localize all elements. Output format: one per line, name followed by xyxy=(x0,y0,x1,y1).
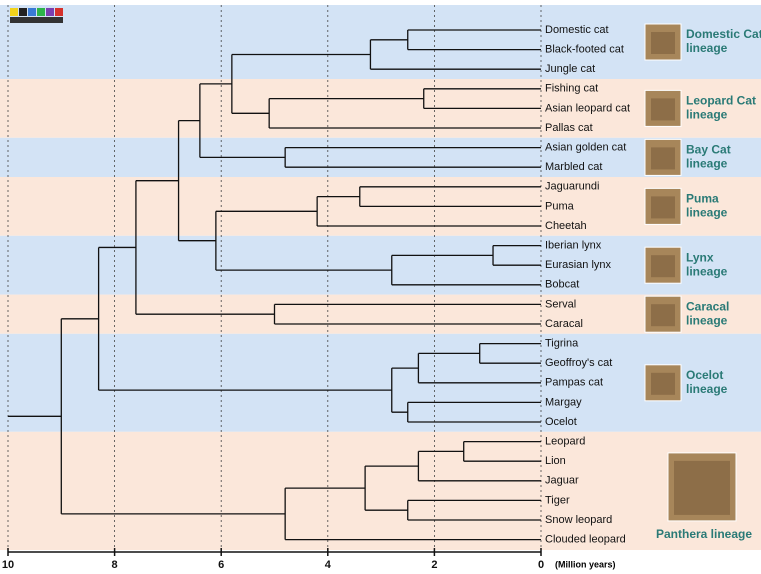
x-tick-label: 8 xyxy=(112,559,118,571)
lineage-label: Domestic Cat xyxy=(686,27,761,41)
x-tick-label: 6 xyxy=(218,559,224,571)
x-axis-label: (Million years) xyxy=(555,559,616,569)
lineage-photo-detail xyxy=(651,255,675,278)
x-tick-label: 2 xyxy=(431,559,437,571)
lineage-photo-detail xyxy=(651,304,675,327)
lineage-photo-detail xyxy=(651,147,675,170)
species-label: Ocelot xyxy=(545,416,577,428)
x-tick-label: 0 xyxy=(538,559,544,571)
species-label: Jaguar xyxy=(545,475,579,487)
species-label: Pampas cat xyxy=(545,377,603,389)
lineage-label: Caracal xyxy=(686,299,729,313)
lineage-band xyxy=(0,294,761,334)
species-label: Black-footed cat xyxy=(545,44,624,56)
legend-icon xyxy=(10,8,63,23)
x-tick-label: 4 xyxy=(325,559,332,571)
species-label: Fishing cat xyxy=(545,83,598,95)
species-label: Asian golden cat xyxy=(545,142,626,154)
lineage-band xyxy=(0,235,761,295)
species-label: Margay xyxy=(545,396,582,408)
species-label: Tigrina xyxy=(545,338,579,350)
species-label: Marbled cat xyxy=(545,161,602,173)
species-label: Geoffroy's cat xyxy=(545,357,612,369)
species-label: Caracal xyxy=(545,318,583,330)
species-label: Serval xyxy=(545,298,576,310)
lineage-label: Leopard Cat xyxy=(686,94,756,108)
lineage-photo-detail xyxy=(651,372,675,395)
species-label: Domestic cat xyxy=(545,24,609,36)
lineage-photo-detail xyxy=(651,98,675,121)
lineage-label: lineage xyxy=(686,313,728,327)
lineage-label: lineage xyxy=(686,264,728,278)
lineage-label: Lynx xyxy=(686,250,714,264)
species-label: Jaguarundi xyxy=(545,181,599,193)
species-label: Eurasian lynx xyxy=(545,259,612,271)
species-label: Cheetah xyxy=(545,220,587,232)
lineage-label: Ocelot xyxy=(686,368,723,382)
lineage-label: lineage xyxy=(686,206,728,220)
species-label: Bobcat xyxy=(545,279,579,291)
lineage-label: lineage xyxy=(686,382,728,396)
lineage-photo-detail xyxy=(651,32,675,54)
x-tick-label: 10 xyxy=(2,559,14,571)
species-label: Lion xyxy=(545,455,566,467)
lineage-label: Puma xyxy=(686,192,719,206)
species-label: Snow leopard xyxy=(545,514,612,526)
lineage-photo-detail xyxy=(674,460,730,515)
lineage-band xyxy=(0,333,761,432)
species-label: Jungle cat xyxy=(545,63,595,75)
species-label: Iberian lynx xyxy=(545,240,602,252)
lineage-photo-detail xyxy=(651,196,675,219)
lineage-band xyxy=(0,137,761,177)
species-label: Puma xyxy=(545,200,575,212)
lineage-label: lineage xyxy=(686,41,728,55)
lineage-label: Panthera lineage xyxy=(656,527,752,541)
lineage-label: lineage xyxy=(686,157,728,171)
species-label: Clouded leopard xyxy=(545,534,626,546)
lineage-band xyxy=(0,431,761,550)
lineage-band xyxy=(0,5,761,79)
species-label: Leopard xyxy=(545,436,585,448)
lineage-label: Bay Cat xyxy=(686,143,731,157)
species-label: Pallas cat xyxy=(545,122,593,134)
lineage-label: lineage xyxy=(686,108,728,122)
species-label: Tiger xyxy=(545,494,570,506)
species-label: Asian leopard cat xyxy=(545,102,630,114)
